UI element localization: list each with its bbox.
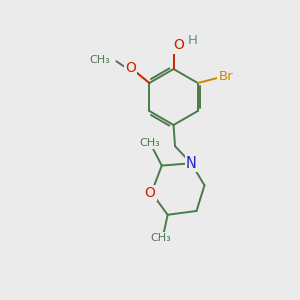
Text: CH₃: CH₃	[140, 138, 160, 148]
Text: H: H	[188, 34, 198, 47]
Text: O: O	[125, 61, 136, 75]
Text: Br: Br	[218, 70, 233, 83]
Text: O: O	[145, 186, 155, 200]
Text: CH₃: CH₃	[151, 233, 171, 243]
Text: N: N	[186, 156, 197, 171]
Text: CH₃: CH₃	[90, 55, 110, 65]
Text: O: O	[173, 38, 184, 52]
